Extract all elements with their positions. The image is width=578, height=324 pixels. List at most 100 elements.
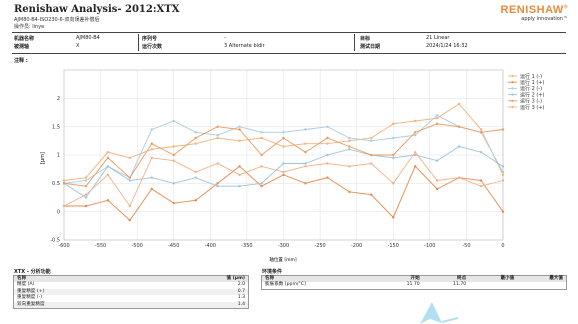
y-tick-label: 1 <box>57 153 60 159</box>
table-row: 膨胀系数 [ppm/°C] 11.70 11.70 <box>262 282 567 289</box>
info-divider <box>354 34 355 51</box>
data-point <box>348 139 351 143</box>
data-point <box>260 131 263 134</box>
data-point <box>435 179 439 182</box>
plot-frame <box>63 69 504 241</box>
env-col-name: 名称 <box>265 276 275 281</box>
data-point <box>128 218 132 222</box>
x-tick-label: -400 <box>205 243 216 249</box>
data-point <box>282 145 285 148</box>
data-point <box>216 162 219 165</box>
data-point <box>194 142 197 145</box>
logo-tagline: apply innovation™ <box>521 16 568 22</box>
data-point <box>84 193 88 196</box>
chart-axes: -600 -550 -500 -450 -400 -350 -300 -250 -200 -150… <box>50 69 505 249</box>
data-point <box>370 162 373 165</box>
info-divider <box>138 34 139 51</box>
x-tick-label: -600 <box>58 243 69 249</box>
data-point <box>479 128 483 131</box>
date-label: 测试日期 <box>360 44 381 50</box>
data-point <box>128 204 132 208</box>
renishaw-logo: RENISHAW® apply innovation™ <box>501 4 568 22</box>
table-row: 双向重复精度 1.4 <box>13 301 249 309</box>
data-point <box>150 148 153 151</box>
data-point <box>348 190 351 194</box>
data-point <box>150 128 153 131</box>
data-point <box>84 176 88 179</box>
data-point <box>392 122 395 126</box>
table-row: 精度 (A) 2.0 <box>14 282 249 288</box>
analysis-row-value: 1.4 <box>237 301 245 307</box>
data-point <box>194 131 197 134</box>
env-col-end: 终点 <box>457 276 467 281</box>
data-point <box>326 142 329 145</box>
analysis-table: 名称 值 (μm) 精度 (A) 2.0 重复精度 (+) 0.7 重复精度 (… <box>13 275 249 310</box>
x-tick-label: 0 <box>501 243 504 249</box>
data-point <box>216 133 219 137</box>
y-tick-label: -0.5 <box>50 238 60 244</box>
data-point <box>238 173 241 177</box>
serial-value: - <box>224 35 226 41</box>
data-point <box>172 159 175 162</box>
analysis-row-value: 1.3 <box>237 295 245 301</box>
info-block: 机器名称 AJM80-B4 被测轴 X 序列号 - 运行次数 3 Alterna… <box>14 34 574 51</box>
analysis-row-value: 0.7 <box>237 288 245 294</box>
data-point <box>172 182 175 185</box>
table-row: 重复精度 (+) 0.7 <box>13 288 249 296</box>
data-point <box>238 128 241 131</box>
data-point <box>84 179 88 182</box>
report-subtitle: AJM80-B4-ISO230-6-双向误差补偿后 <box>14 17 100 23</box>
data-point <box>282 131 285 134</box>
data-point <box>479 131 483 134</box>
data-point <box>304 128 307 131</box>
logo-registered: ® <box>563 4 568 11</box>
info-rule <box>12 53 566 54</box>
mouse-cursor-icon <box>420 302 458 324</box>
data-point <box>501 179 505 182</box>
x-tick-label: -150 <box>388 243 399 249</box>
env-col-start: 开始 <box>410 276 420 281</box>
y-tick-label: 2 <box>57 96 60 102</box>
data-point <box>282 173 285 177</box>
env-table: 名称 开始 终点 最小值 最大值 膨胀系数 [ppm/°C] 11.70 11.… <box>261 275 567 290</box>
runs-value: 3 Alternate bidir <box>224 43 265 49</box>
data-point <box>326 153 329 157</box>
env-row-min <box>469 282 517 289</box>
env-row-end: 11.70 <box>453 282 467 288</box>
data-point <box>194 170 197 174</box>
data-point <box>150 156 153 160</box>
data-point <box>282 170 285 174</box>
data-point <box>348 165 351 168</box>
analysis-title: XTX - 分析功能 <box>14 269 51 275</box>
data-point <box>260 136 263 140</box>
data-point <box>392 153 395 157</box>
data-point <box>106 150 110 154</box>
data-point <box>414 165 417 168</box>
data-point <box>282 136 285 140</box>
analysis-col-name: 名称 <box>17 276 27 281</box>
env-row-start: 11.70 <box>406 282 420 288</box>
target-label: 目标 <box>360 36 371 42</box>
data-point <box>172 145 175 148</box>
x-tick-label: -250 <box>314 243 325 249</box>
data-point <box>304 165 307 168</box>
data-point <box>62 179 66 182</box>
data-point <box>457 145 461 148</box>
axis-label: 被测轴 <box>14 44 30 50</box>
data-point <box>304 150 307 154</box>
table-row: 重复精度 (-) 1.3 <box>14 295 249 301</box>
x-tick-label: -500 <box>131 243 142 249</box>
data-point <box>128 179 132 182</box>
chart-grid <box>63 70 504 241</box>
env-row-name: 膨胀系数 [ppm/°C] <box>265 282 306 288</box>
data-point <box>392 156 395 160</box>
analysis-row-name: 重复精度 (-) <box>17 295 43 301</box>
data-point <box>435 116 439 120</box>
legend-marker <box>511 105 514 109</box>
logo-text: RENISHAW <box>500 4 564 16</box>
data-point <box>392 136 395 140</box>
y-tick-label: 0.5 <box>52 181 60 187</box>
data-point <box>150 142 153 145</box>
data-point <box>414 119 417 123</box>
machine-value: AJM80-B4 <box>76 35 100 41</box>
